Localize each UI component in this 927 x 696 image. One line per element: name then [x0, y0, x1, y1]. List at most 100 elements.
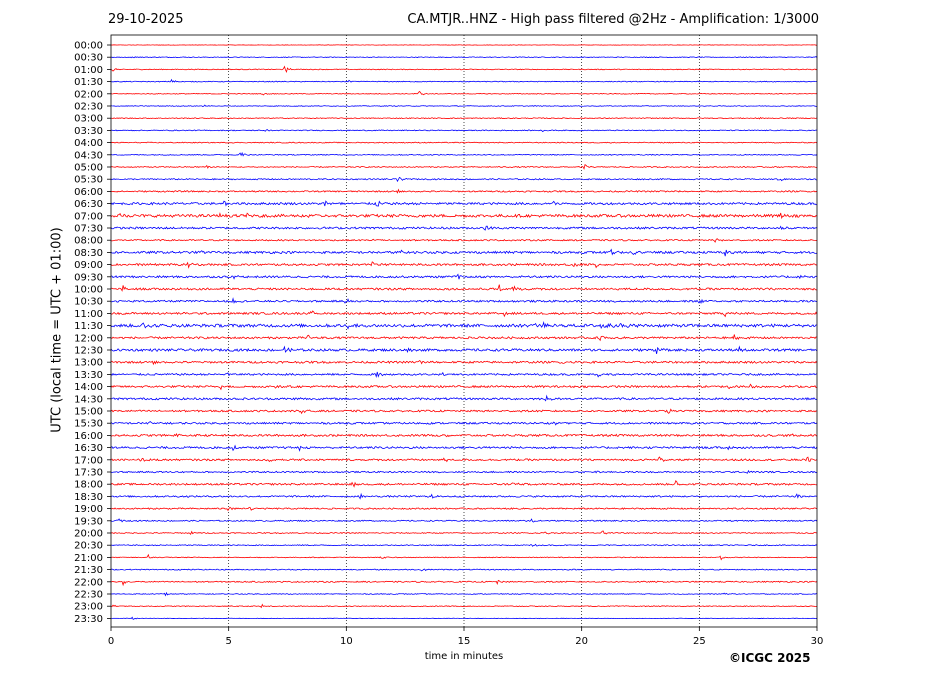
y-tick-label: 21:30: [74, 565, 103, 576]
trace-row: [110, 188, 818, 194]
y-tick-label: 00:30: [74, 53, 103, 64]
trace-row: [110, 530, 818, 535]
trace-row: [110, 151, 818, 157]
trace-row: [110, 543, 818, 547]
copyright-label: ©ICGC 2025: [729, 651, 811, 665]
trace-row: [110, 421, 818, 426]
trace-row: [110, 480, 818, 488]
trace-row: [110, 55, 818, 59]
y-tick-label: 12:30: [74, 346, 103, 357]
y-tick-label: 05:30: [74, 175, 103, 186]
y-tick-label: 12:00: [74, 333, 103, 344]
y-tick-label: 02:30: [74, 102, 103, 113]
x-tick-label: 0: [108, 636, 114, 647]
trace-row: [110, 261, 818, 269]
trace-row: [110, 408, 818, 415]
y-tick-label: 15:30: [74, 419, 103, 430]
y-tick-label: 07:00: [74, 211, 103, 222]
x-axis-label: time in minutes: [424, 651, 504, 662]
trace-row: [110, 200, 818, 207]
y-tick-label: 20:00: [74, 529, 103, 540]
x-tick-label: 20: [575, 636, 588, 647]
trace-row: [110, 334, 818, 342]
trace-row: [110, 225, 818, 231]
y-tick-label: 03:30: [74, 126, 103, 137]
y-tick-label: 01:00: [74, 65, 103, 76]
x-tick-label: 25: [693, 636, 706, 647]
trace-row: [110, 141, 818, 144]
trace-row: [110, 518, 818, 523]
trace-row: [110, 65, 818, 74]
trace-row: [110, 78, 818, 83]
y-tick-label: 14:00: [74, 382, 103, 393]
trace-row: [110, 444, 818, 452]
trace-row: [110, 310, 818, 318]
trace-row: [110, 320, 818, 330]
trace-row: [110, 212, 818, 220]
trace-row: [110, 345, 818, 355]
y-tick-label: 03:00: [74, 114, 103, 125]
trace-row: [110, 456, 818, 463]
y-tick-label: 19:00: [74, 504, 103, 515]
y-tick-label: 22:30: [74, 590, 103, 601]
y-tick-label: 19:30: [74, 516, 103, 527]
trace-row: [110, 371, 818, 379]
y-tick-label: 05:00: [74, 163, 103, 174]
trace-row: [110, 104, 818, 108]
y-tick-label: 23:30: [74, 614, 103, 625]
date-label: 29-10-2025: [108, 12, 184, 27]
y-tick-label: 16:30: [74, 443, 103, 454]
y-tick-label: 14:30: [74, 394, 103, 405]
y-tick-label: 09:00: [74, 260, 103, 271]
y-tick-label: 15:00: [74, 407, 103, 418]
grid-layer: [228, 35, 700, 627]
y-tick-label: 22:00: [74, 577, 103, 588]
y-tick-label: 20:30: [74, 541, 103, 552]
plot-frame: [110, 34, 818, 628]
y-tick-label: 23:00: [74, 602, 103, 613]
trace-row: [110, 568, 818, 572]
trace-row: [110, 248, 818, 257]
trace-layer: [110, 44, 818, 620]
y-tick-label: 04:30: [74, 150, 103, 161]
y-tick-label: 02:00: [74, 89, 103, 100]
x-tick-label: 5: [225, 636, 231, 647]
x-tick-label: 15: [458, 636, 471, 647]
trace-row: [110, 238, 818, 243]
trace-row: [110, 492, 818, 500]
y-tick-label: 18:30: [74, 492, 103, 503]
trace-row: [110, 129, 818, 133]
trace-row: [110, 297, 818, 305]
chart-title: CA.MTJR..HNZ - High pass filtered @2Hz -…: [407, 12, 819, 27]
x-tick-label: 10: [340, 636, 353, 647]
y-tick-label: 11:30: [74, 321, 103, 332]
trace-row: [110, 284, 818, 292]
y-tick-label: 10:00: [74, 285, 103, 296]
y-tick-label: 17:00: [74, 455, 103, 466]
y-tick-label: 04:00: [74, 138, 103, 149]
trace-row: [110, 432, 818, 438]
trace-row: [110, 506, 818, 512]
y-tick-label: 13:30: [74, 370, 103, 381]
y-tick-label: 01:30: [74, 77, 103, 88]
trace-row: [110, 360, 818, 366]
y-tick-label: 16:00: [74, 431, 103, 442]
y-tick-label: 21:00: [74, 553, 103, 564]
y-tick-label: 06:30: [74, 199, 103, 210]
trace-row: [110, 383, 818, 391]
trace-row: [110, 603, 818, 609]
trace-row: [110, 116, 818, 120]
y-tick-label: 10:30: [74, 297, 103, 308]
y-tick-label: 08:30: [74, 248, 103, 259]
trace-row: [110, 591, 818, 597]
trace-row: [110, 616, 818, 620]
y-tick-label: 08:00: [74, 236, 103, 247]
trace-row: [110, 176, 818, 183]
y-tick-label: 13:00: [74, 358, 103, 369]
y-tick-label: 09:30: [74, 272, 103, 283]
trace-row: [110, 553, 818, 561]
y-tick-label: 11:00: [74, 309, 103, 320]
y-tick-label: 06:00: [74, 187, 103, 198]
